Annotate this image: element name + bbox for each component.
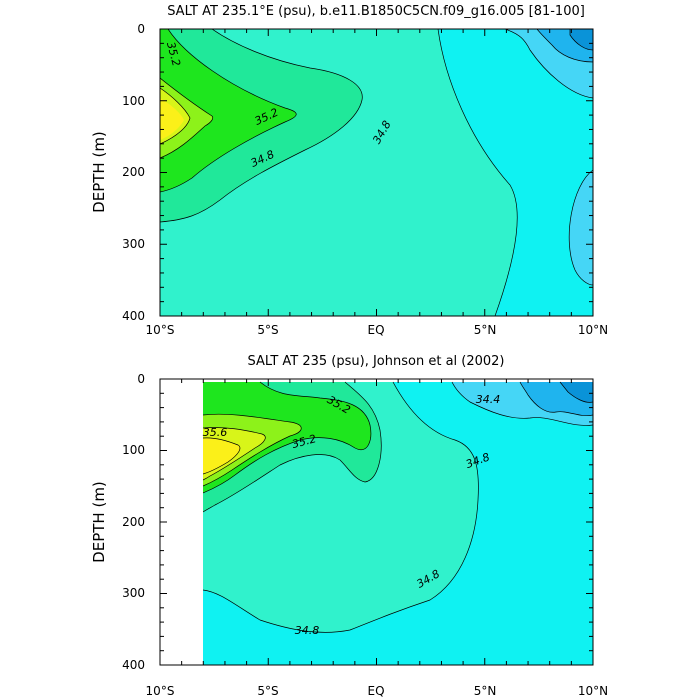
line-35-4: [202, 413, 302, 487]
contour-label: 34.8: [295, 624, 320, 637]
panel-2-x-tick-labels: 10°S 5°S EQ 5°N 10°N: [146, 684, 609, 698]
line-34-0: [569, 29, 593, 51]
panel-2: SALT AT 235 (psu), Johnson et al (2002): [90, 354, 608, 698]
panel-1-title: SALT AT 235.1°E (psu), b.e11.B1850C5CN.f…: [167, 4, 585, 19]
fill-35-8: [160, 98, 184, 140]
fill-34-0: [560, 382, 593, 403]
x-tick-label: 10°N: [578, 684, 608, 698]
y-tick-label: 0: [137, 372, 145, 386]
fill-34-4-bottom: [569, 170, 593, 285]
y-tick-label: 100: [122, 443, 145, 457]
line-34-4: [504, 29, 593, 99]
y-tick-label: 400: [122, 309, 145, 323]
line-35-0: [202, 381, 382, 513]
y-tick-label: 0: [137, 22, 145, 36]
x-tick-label: 10°S: [146, 323, 175, 337]
x-tick-label: 10°N: [578, 323, 608, 337]
y-tick-label: 300: [122, 237, 145, 251]
line-35-2: [160, 29, 297, 193]
x-tick-label: 5°N: [474, 323, 497, 337]
x-tick-label: EQ: [367, 323, 384, 337]
line-34-0: [559, 381, 593, 403]
panel-1-ticks: [159, 28, 594, 317]
line-34-2: [536, 29, 593, 63]
line-34-8: [202, 381, 479, 633]
fill-35-8: [203, 437, 240, 474]
panel-1-contour-lines: [160, 29, 593, 316]
panel-2-contour-lines: [202, 381, 593, 633]
line-35-2: [202, 381, 372, 494]
panel-2-ticks: [159, 378, 594, 666]
y-tick-label: 200: [122, 165, 145, 179]
line-35-4: [160, 77, 214, 159]
panel-1: SALT AT 235.1°E (psu), b.e11.B1850C5CN.f…: [90, 4, 608, 337]
contour-label: 34.4: [476, 393, 501, 406]
y-tick-label: 100: [122, 94, 145, 108]
line-35-6: [202, 427, 266, 481]
fill-34-0: [570, 29, 593, 50]
panel-1-ylabel: DEPTH (m): [90, 131, 108, 213]
line-35-6: [160, 87, 191, 145]
panel-1-contour-fill: [160, 29, 593, 316]
x-tick-label: 5°S: [257, 323, 278, 337]
line-34-8-b: [160, 29, 363, 223]
contour-label: 35.6: [203, 426, 228, 439]
x-tick-label: 5°S: [257, 684, 278, 698]
y-tick-label: 300: [122, 586, 145, 600]
line-34-4: [451, 381, 593, 426]
panel-1-x-tick-labels: 10°S 5°S EQ 5°N 10°N: [146, 323, 609, 337]
fill-35-2: [160, 29, 297, 192]
y-tick-label: 400: [122, 658, 145, 672]
panel-1-y-tick-labels: 0 100 200 300 400: [122, 22, 145, 323]
line-34-8: [437, 29, 518, 316]
x-tick-label: EQ: [367, 684, 384, 698]
line-35-8: [202, 437, 241, 475]
y-tick-label: 200: [122, 515, 145, 529]
contour-label: 35.2: [164, 41, 183, 68]
panel-2-contour-fill: [203, 382, 593, 665]
x-tick-label: 5°N: [474, 684, 497, 698]
line-34-2: [519, 381, 593, 417]
panel-2-ylabel: DEPTH (m): [90, 481, 108, 563]
line-34-4-bottom: [568, 169, 593, 286]
contour-label: 35.2: [291, 432, 318, 451]
panel-2-y-tick-labels: 0 100 200 300 400: [122, 372, 145, 672]
x-tick-label: 10°S: [146, 684, 175, 698]
panel-2-title: SALT AT 235 (psu), Johnson et al (2002): [247, 354, 504, 369]
panel-2-blank: [161, 380, 203, 664]
